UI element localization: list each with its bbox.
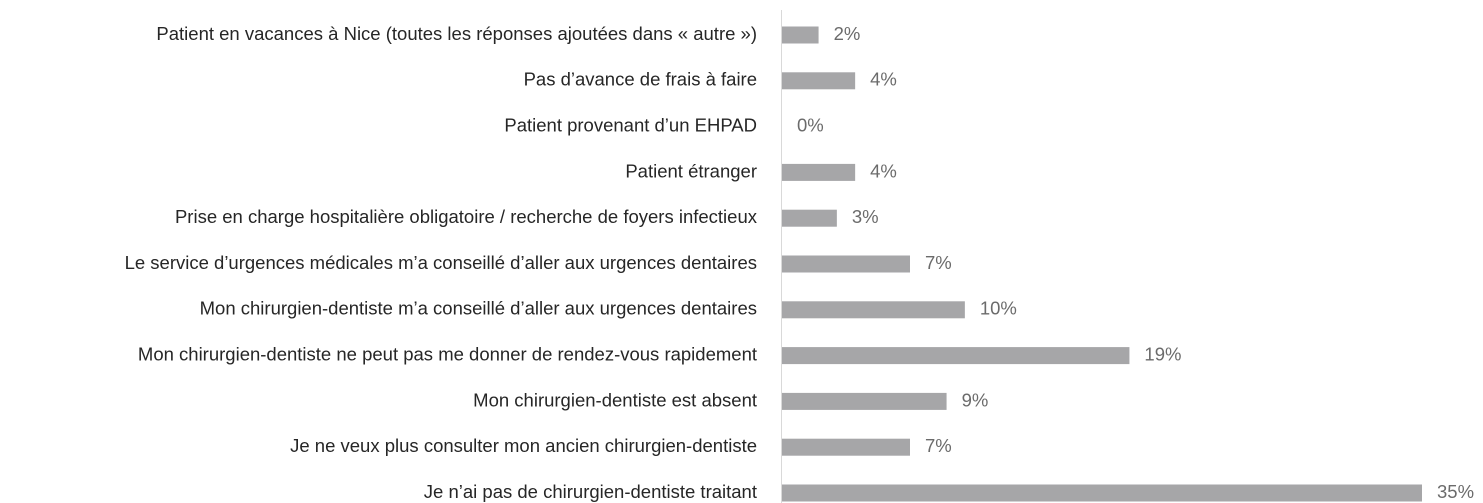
- value-label: 10%: [980, 298, 1017, 319]
- bar: [782, 209, 837, 227]
- category-label: Je n’ai pas de chirurgien-dentiste trait…: [424, 481, 757, 502]
- value-label: 35%: [1437, 481, 1474, 502]
- bar: [782, 392, 947, 410]
- value-label: 19%: [1144, 343, 1181, 364]
- category-label: Prise en charge hospitalière obligatoire…: [175, 206, 758, 227]
- bar: [782, 484, 1422, 502]
- value-label: 0%: [797, 114, 824, 135]
- category-label: Patient en vacances à Nice (toutes les r…: [156, 23, 757, 44]
- category-label: Mon chirurgien-dentiste est absent: [473, 389, 757, 410]
- bar: [782, 255, 910, 273]
- bar: [782, 163, 856, 181]
- category-label: Patient étranger: [625, 160, 757, 181]
- category-label: Je ne veux plus consulter mon ancien chi…: [290, 435, 757, 456]
- bar: [782, 26, 819, 44]
- value-label: 2%: [834, 23, 861, 44]
- bar: [782, 72, 856, 90]
- value-label: 3%: [852, 206, 879, 227]
- category-label: Patient provenant d’un EHPAD: [504, 114, 757, 135]
- value-label: 4%: [870, 160, 897, 181]
- value-label: 7%: [925, 435, 952, 456]
- value-label: 9%: [962, 389, 989, 410]
- value-label: 4%: [870, 69, 897, 90]
- category-label: Mon chirurgien-dentiste m’a conseillé d’…: [200, 298, 757, 319]
- value-label: 7%: [925, 252, 952, 273]
- category-label: Pas d’avance de frais à faire: [524, 69, 757, 90]
- bar: [782, 347, 1130, 365]
- category-label: Mon chirurgien-dentiste ne peut pas me d…: [138, 343, 757, 364]
- bar: [782, 438, 910, 456]
- category-label: Le service d’urgences médicales m’a cons…: [125, 252, 757, 273]
- bar: [782, 301, 965, 319]
